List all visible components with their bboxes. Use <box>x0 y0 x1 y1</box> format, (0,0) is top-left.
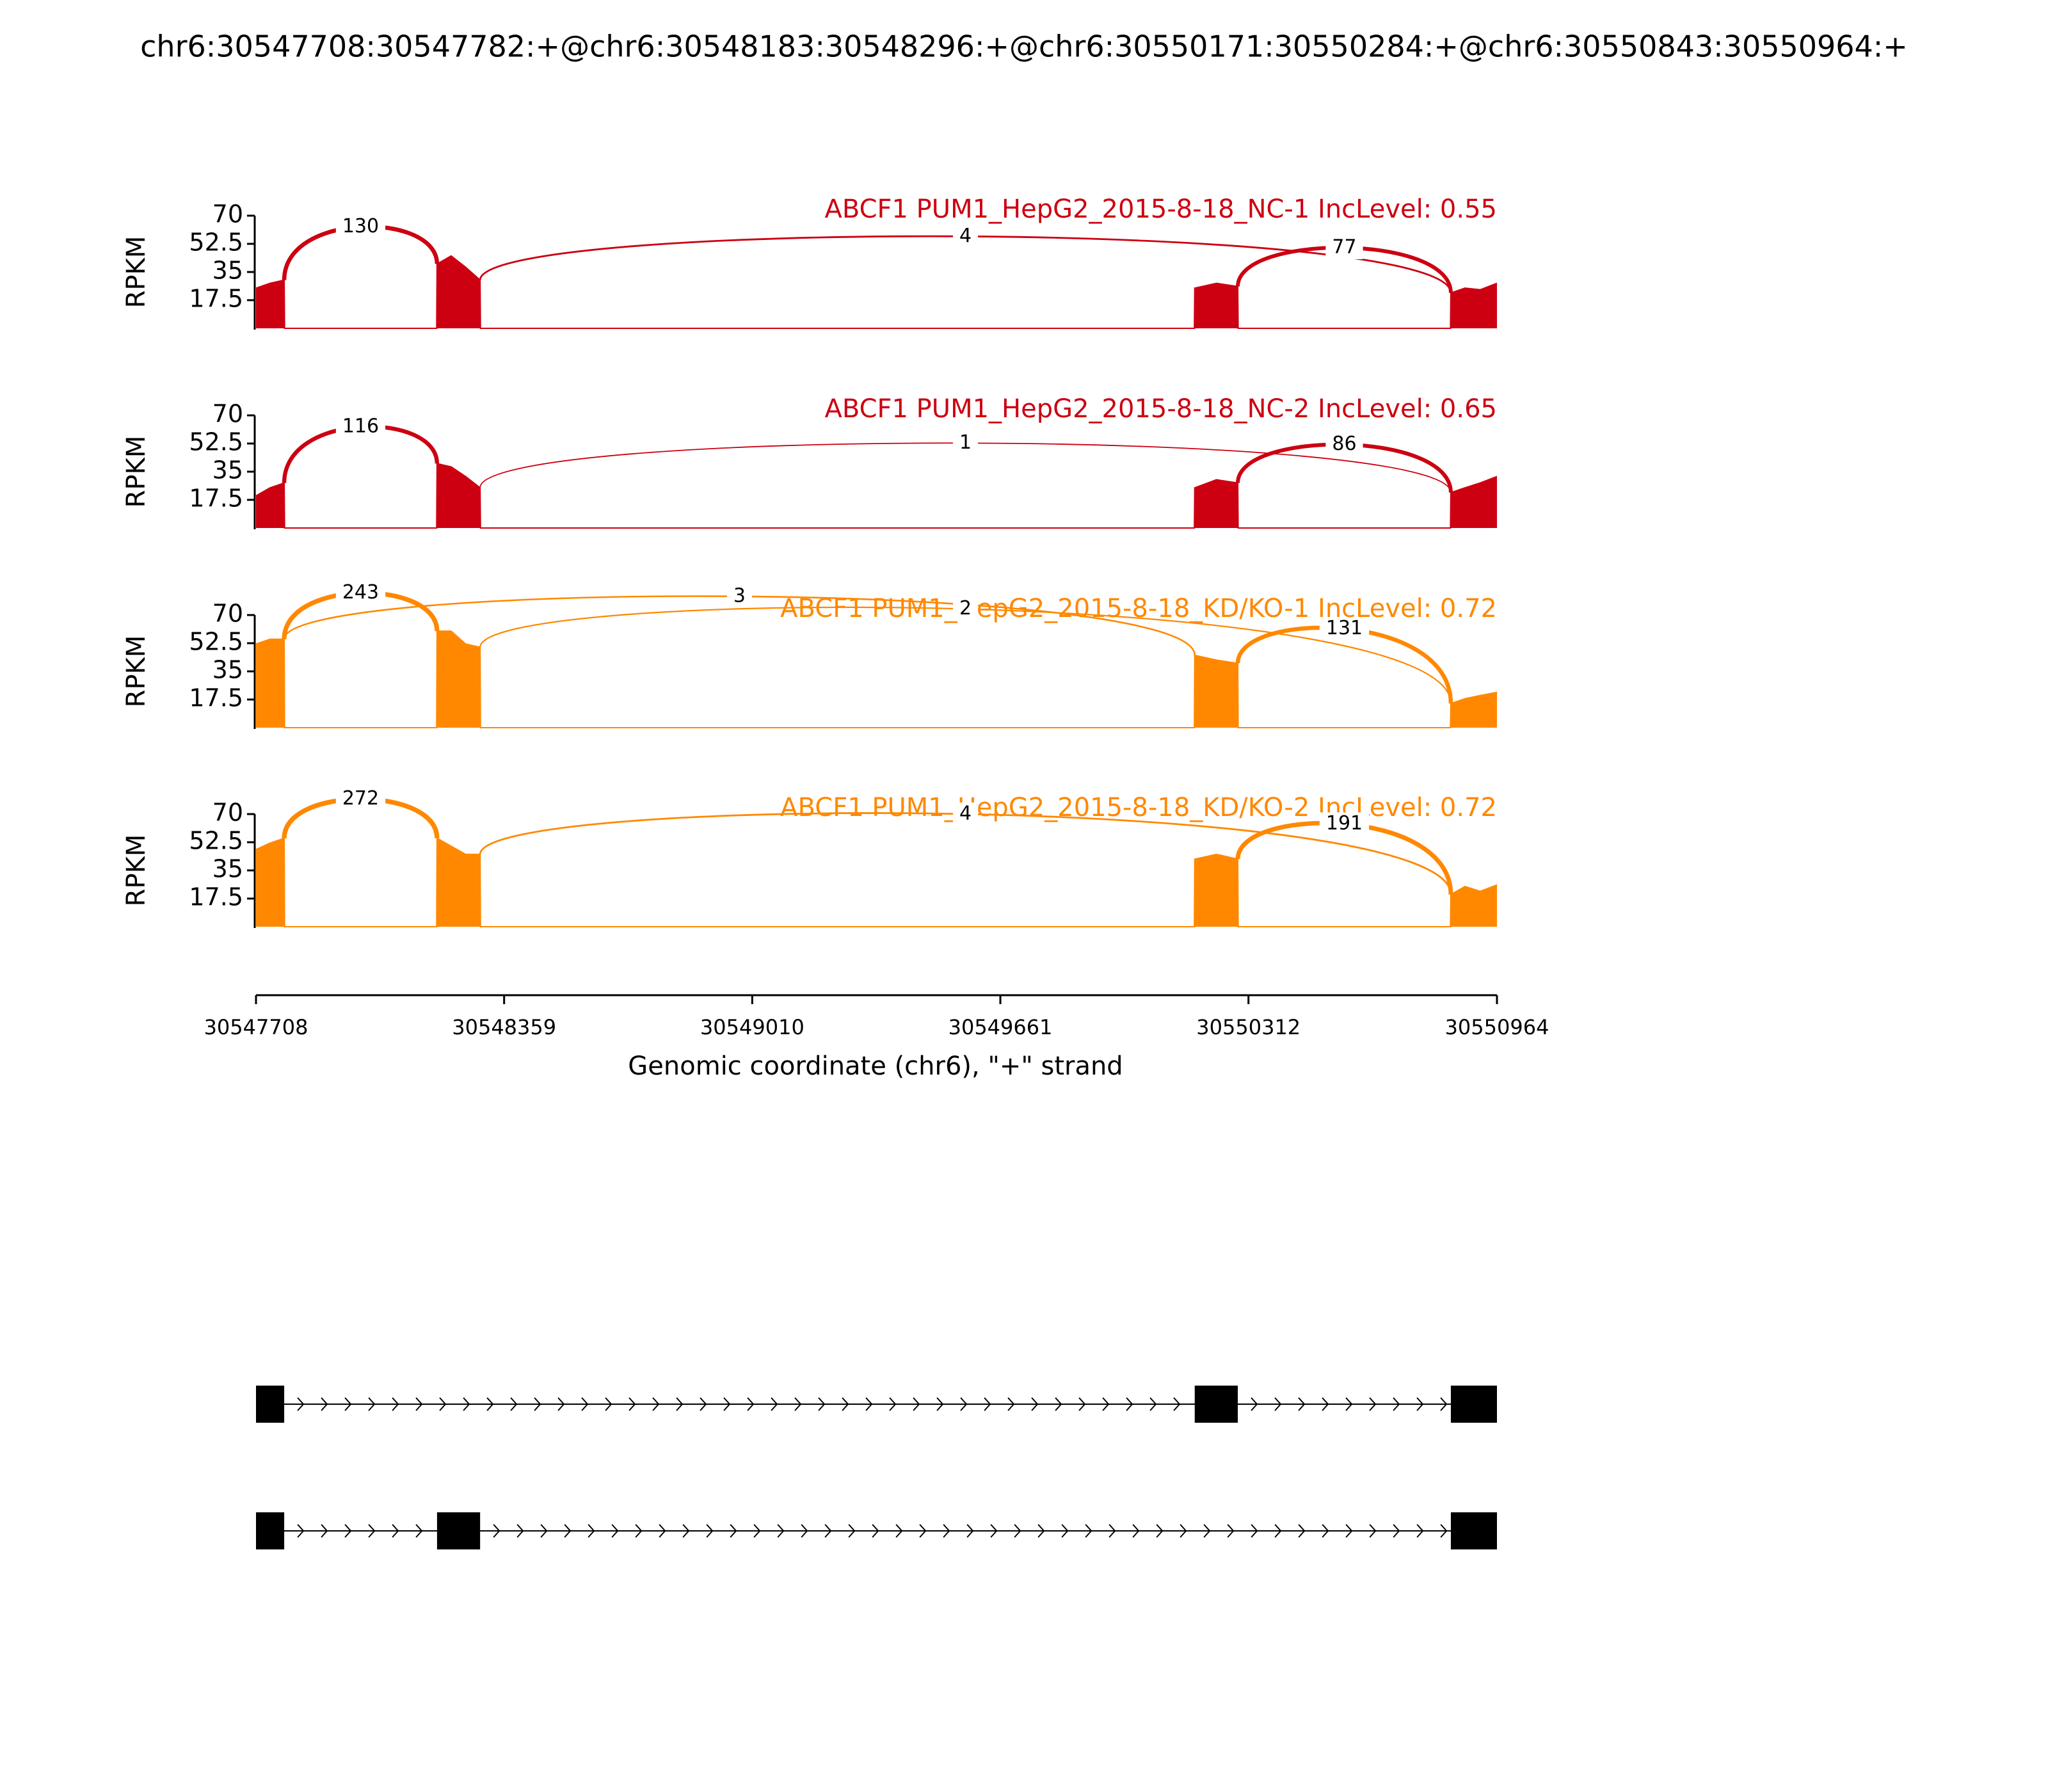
junction-label: 3 <box>733 584 746 607</box>
junction-label-bg <box>1325 433 1363 456</box>
exon <box>1450 1386 1497 1423</box>
junction-label-bg <box>1325 236 1363 259</box>
y-tick-label: 35 <box>212 456 243 484</box>
x-tick-label: 30549661 <box>948 1015 1053 1039</box>
junction-label-bg <box>953 597 979 621</box>
junction-label-bg <box>335 581 386 605</box>
y-tick-label: 35 <box>212 257 243 285</box>
y-tick-label: 52.5 <box>189 827 243 855</box>
y-tick-label: 17.5 <box>189 883 243 911</box>
y-tick-label: 52.5 <box>189 428 243 456</box>
track-title: ABCF1 PUM1_HepG2_2015-8-18_KD/KO-2 IncLe… <box>780 793 1497 822</box>
track-title: ABCF1 PUM1_HepG2_2015-8-18_NC-2 IncLevel… <box>824 394 1497 424</box>
y-axis-label: RPKM <box>122 436 151 508</box>
track-title: ABCF1 PUM1_HepG2_2015-8-18_NC-1 IncLevel… <box>824 195 1497 224</box>
coverage <box>255 836 1498 927</box>
junction-label: 4 <box>959 802 972 824</box>
junction-label-bg <box>1319 617 1370 641</box>
x-tick-label: 30550964 <box>1445 1015 1549 1039</box>
junction-label-bg <box>953 431 979 455</box>
junction-label: 86 <box>1332 433 1356 455</box>
junction-label-bg <box>1319 812 1370 836</box>
y-tick-label: 70 <box>212 600 243 628</box>
junction-label: 1 <box>959 431 972 454</box>
x-axis-label: Genomic coordinate (chr6), "+" strand <box>628 1052 1123 1081</box>
exon <box>436 1512 481 1549</box>
exon <box>1194 1386 1238 1423</box>
junction-label: 2 <box>959 597 972 620</box>
coverage <box>255 630 1498 728</box>
y-tick-label: 70 <box>212 200 243 228</box>
y-tick-label: 52.5 <box>189 628 243 656</box>
y-axis-label: RPKM <box>122 236 151 308</box>
junction-label: 191 <box>1326 812 1363 835</box>
junction-label: 77 <box>1332 236 1356 258</box>
y-tick-label: 17.5 <box>189 285 243 313</box>
strand-arrows <box>297 1397 1181 1411</box>
junction-label: 272 <box>342 787 379 810</box>
x-tick-label: 30548359 <box>452 1015 556 1039</box>
strand-arrows <box>493 1524 1448 1538</box>
junction-label-bg <box>953 225 979 248</box>
y-axis-label: RPKM <box>122 835 151 907</box>
x-tick-label: 30549010 <box>700 1015 804 1039</box>
x-tick-label: 30550312 <box>1196 1015 1300 1039</box>
x-tick-label: 30547708 <box>204 1015 308 1039</box>
coverage <box>255 463 1498 529</box>
coverage <box>255 255 1498 329</box>
y-axis-label: RPKM <box>122 636 151 708</box>
y-tick-label: 70 <box>212 799 243 827</box>
junction-label-bg <box>726 584 752 608</box>
y-tick-label: 70 <box>212 400 243 428</box>
y-tick-label: 35 <box>212 855 243 883</box>
strand-arrows <box>297 1524 423 1538</box>
junction-label-bg <box>335 415 386 439</box>
track-title: ABCF1 PUM1_HepG2_2015-8-18_KD/KO-1 IncLe… <box>780 594 1497 623</box>
junction-label: 243 <box>342 581 379 604</box>
junction-label: 4 <box>959 225 972 247</box>
junction-label-bg <box>953 802 979 826</box>
junction-label-bg <box>335 787 386 811</box>
y-tick-label: 17.5 <box>189 484 243 513</box>
exon <box>256 1512 285 1549</box>
chart-title: chr6:30547708:30547782:+@chr6:30548183:3… <box>140 29 1908 64</box>
exon <box>1450 1512 1497 1549</box>
y-tick-label: 17.5 <box>189 684 243 712</box>
y-tick-label: 35 <box>212 656 243 684</box>
strand-arrows <box>1251 1397 1448 1411</box>
exon <box>256 1386 285 1423</box>
junction-label: 131 <box>1326 617 1363 639</box>
y-tick-label: 52.5 <box>189 228 243 257</box>
junction-label: 116 <box>342 415 379 438</box>
junction-label-bg <box>335 215 386 239</box>
junction-label: 130 <box>342 215 379 237</box>
